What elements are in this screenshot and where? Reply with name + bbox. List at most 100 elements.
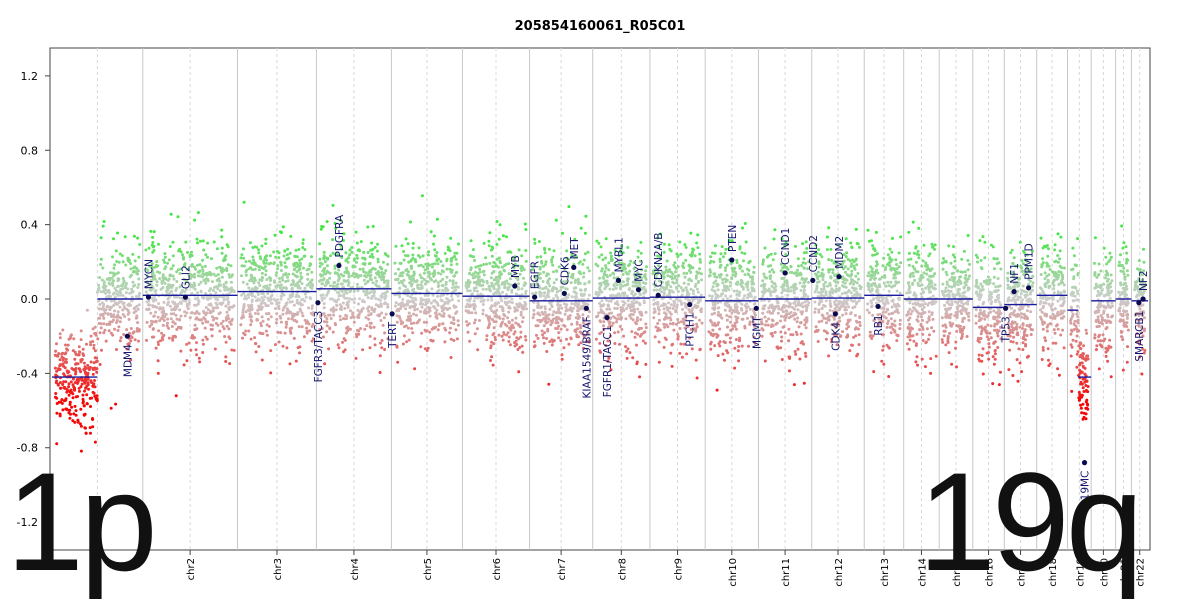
probe-point bbox=[386, 285, 390, 289]
probe-point bbox=[411, 241, 415, 245]
probe-point bbox=[608, 273, 612, 277]
probe-point bbox=[168, 245, 172, 248]
probe-point bbox=[303, 254, 307, 258]
probe-point bbox=[482, 241, 486, 245]
probe-point bbox=[323, 260, 327, 264]
probe-point bbox=[122, 305, 126, 309]
probe-point bbox=[539, 294, 542, 298]
probe-point bbox=[87, 387, 91, 391]
probe-point bbox=[171, 320, 175, 324]
probe-point bbox=[666, 308, 670, 312]
probe-point bbox=[733, 366, 737, 370]
probe-point bbox=[223, 256, 227, 260]
probe-point bbox=[185, 359, 189, 363]
probe-point bbox=[488, 261, 492, 265]
probe-point bbox=[855, 320, 859, 324]
probe-point bbox=[644, 362, 648, 366]
probe-point bbox=[481, 270, 485, 274]
probe-point bbox=[576, 309, 579, 313]
probe-point bbox=[240, 274, 243, 278]
probe-point bbox=[713, 275, 717, 278]
probe-point bbox=[409, 264, 413, 268]
probe-point bbox=[700, 321, 704, 325]
probe-point bbox=[765, 255, 769, 259]
y-axis: 1.20.80.40.0-0.4-0.8-1.2 bbox=[17, 70, 50, 529]
probe-point bbox=[412, 277, 416, 281]
probe-point bbox=[264, 329, 268, 333]
probe-point bbox=[406, 254, 410, 258]
probe-point bbox=[642, 291, 646, 295]
probe-point bbox=[844, 291, 848, 295]
probe-point bbox=[249, 337, 253, 341]
probe-point bbox=[322, 306, 326, 310]
probe-point bbox=[449, 337, 453, 341]
probe-point bbox=[740, 302, 744, 306]
probe-point bbox=[853, 313, 857, 317]
probe-point bbox=[305, 283, 309, 287]
probe-point bbox=[636, 255, 640, 259]
probe-point bbox=[630, 292, 633, 295]
probe-point bbox=[106, 295, 110, 298]
probe-point bbox=[84, 386, 88, 390]
probe-point bbox=[114, 402, 118, 406]
probe-point bbox=[163, 276, 167, 280]
probe-point bbox=[55, 411, 59, 415]
probe-point bbox=[828, 299, 832, 303]
probe-point bbox=[173, 305, 177, 309]
probe-point bbox=[490, 254, 494, 258]
probe-point bbox=[382, 292, 386, 296]
probe-point bbox=[858, 287, 862, 291]
probe-point bbox=[616, 313, 620, 317]
probe-point bbox=[771, 334, 775, 338]
probe-point bbox=[182, 298, 186, 302]
probe-point bbox=[280, 276, 284, 279]
probe-point bbox=[668, 247, 672, 251]
probe-point bbox=[782, 276, 786, 280]
probe-point bbox=[111, 255, 114, 259]
probe-point bbox=[516, 348, 520, 351]
probe-point bbox=[685, 271, 689, 275]
probe-point bbox=[569, 307, 573, 311]
probe-point bbox=[131, 331, 135, 335]
probe-point bbox=[174, 394, 178, 398]
probe-point bbox=[803, 323, 807, 327]
probe-point bbox=[260, 358, 264, 362]
probe-point bbox=[197, 283, 201, 286]
probe-point bbox=[347, 281, 351, 285]
probe-point bbox=[662, 288, 666, 292]
probe-point bbox=[341, 340, 344, 344]
probe-point bbox=[780, 339, 783, 343]
probe-point bbox=[849, 273, 853, 277]
probe-point bbox=[799, 332, 803, 336]
probe-point bbox=[523, 281, 527, 285]
probe-point bbox=[356, 328, 359, 332]
probe-point bbox=[330, 297, 334, 301]
probe-point bbox=[621, 306, 625, 310]
probe-point bbox=[168, 304, 172, 308]
probe-point bbox=[386, 303, 390, 306]
probe-point bbox=[852, 286, 856, 290]
probe-point bbox=[380, 294, 384, 298]
probe-point bbox=[423, 309, 427, 313]
y-tick-label: 0.0 bbox=[21, 293, 39, 306]
probe-point bbox=[626, 272, 630, 276]
probe-point bbox=[747, 344, 750, 348]
probe-point bbox=[658, 318, 661, 322]
probe-point bbox=[469, 296, 473, 300]
probe-point bbox=[413, 367, 417, 371]
probe-point bbox=[193, 218, 197, 222]
probe-point bbox=[137, 255, 141, 259]
probe-point bbox=[368, 325, 372, 329]
probe-point bbox=[163, 252, 167, 256]
probe-point bbox=[354, 332, 358, 336]
probe-point bbox=[69, 333, 73, 337]
probe-point bbox=[339, 308, 343, 311]
probe-point bbox=[112, 237, 115, 241]
probe-point bbox=[723, 358, 726, 362]
probe-point bbox=[740, 251, 744, 255]
probe-point bbox=[508, 343, 512, 347]
probe-point bbox=[498, 223, 502, 227]
probe-point bbox=[604, 266, 608, 270]
probe-point bbox=[555, 327, 559, 331]
probe-point bbox=[668, 275, 672, 278]
